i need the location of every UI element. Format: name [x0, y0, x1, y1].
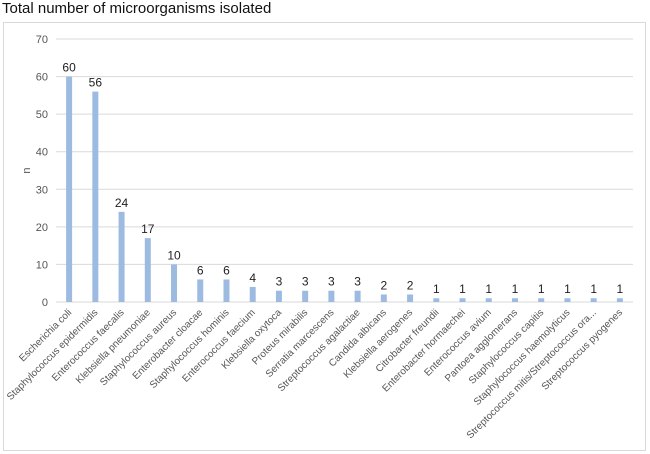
- bar: [223, 279, 230, 302]
- data-label: 1: [538, 282, 545, 296]
- data-label: 6: [223, 263, 230, 277]
- data-label: 60: [62, 61, 76, 75]
- data-label: 24: [115, 196, 129, 210]
- bar: [118, 211, 125, 302]
- gridlines: [56, 38, 633, 303]
- chart-frame: [3, 22, 646, 451]
- data-label: 1: [485, 282, 492, 296]
- data-label: 1: [617, 282, 624, 296]
- bar: [92, 91, 99, 302]
- bar: [380, 294, 387, 302]
- data-label: 4: [249, 271, 256, 285]
- bar: [171, 264, 178, 302]
- data-label: 3: [328, 275, 335, 289]
- data-label: 1: [590, 282, 597, 296]
- bar: [197, 279, 204, 302]
- data-labels: 60 56 24 17 10 6 6 4 3 3 3 3 2 2 1 1 1 1 1 1 1 1: [62, 61, 623, 297]
- bar: [433, 298, 440, 302]
- y-axis-ticks: 0 10 20 30 40 50 60 70: [36, 34, 48, 309]
- bar: [538, 298, 545, 302]
- page-title: Total number of microorganisms isolated: [2, 0, 272, 17]
- bar: [590, 298, 597, 302]
- bar: [354, 290, 361, 302]
- bar: [564, 298, 571, 302]
- bar: [302, 290, 309, 302]
- y-tick-label: 60: [36, 72, 48, 84]
- y-tick-label: 20: [36, 222, 48, 234]
- y-tick-label: 70: [36, 34, 48, 46]
- bar: [249, 286, 256, 302]
- bar: [485, 298, 492, 302]
- data-label: 3: [354, 275, 361, 289]
- bars: [66, 76, 623, 302]
- data-label: 3: [302, 275, 309, 289]
- data-label: 6: [197, 263, 204, 277]
- data-label: 56: [89, 76, 103, 90]
- data-label: 1: [512, 282, 519, 296]
- data-label: 1: [433, 282, 440, 296]
- y-axis-label: n: [21, 167, 33, 173]
- y-tick-label: 0: [42, 297, 48, 309]
- bar: [459, 298, 466, 302]
- bar: [407, 294, 414, 302]
- y-tick-label: 10: [36, 259, 48, 271]
- bar: [511, 298, 518, 302]
- data-label: 2: [407, 278, 414, 292]
- data-label: 2: [380, 278, 387, 292]
- bar: [328, 290, 335, 302]
- data-label: 1: [564, 282, 571, 296]
- y-tick-label: 40: [36, 147, 48, 159]
- data-label: 1: [459, 282, 466, 296]
- bar: [275, 290, 282, 302]
- data-label: 10: [167, 248, 181, 262]
- y-tick-label: 30: [36, 184, 48, 196]
- y-tick-label: 50: [36, 109, 48, 121]
- bar: [144, 238, 151, 302]
- data-label: 3: [276, 275, 283, 289]
- bar: [616, 298, 623, 302]
- bar: [66, 76, 73, 302]
- data-label: 17: [141, 222, 155, 236]
